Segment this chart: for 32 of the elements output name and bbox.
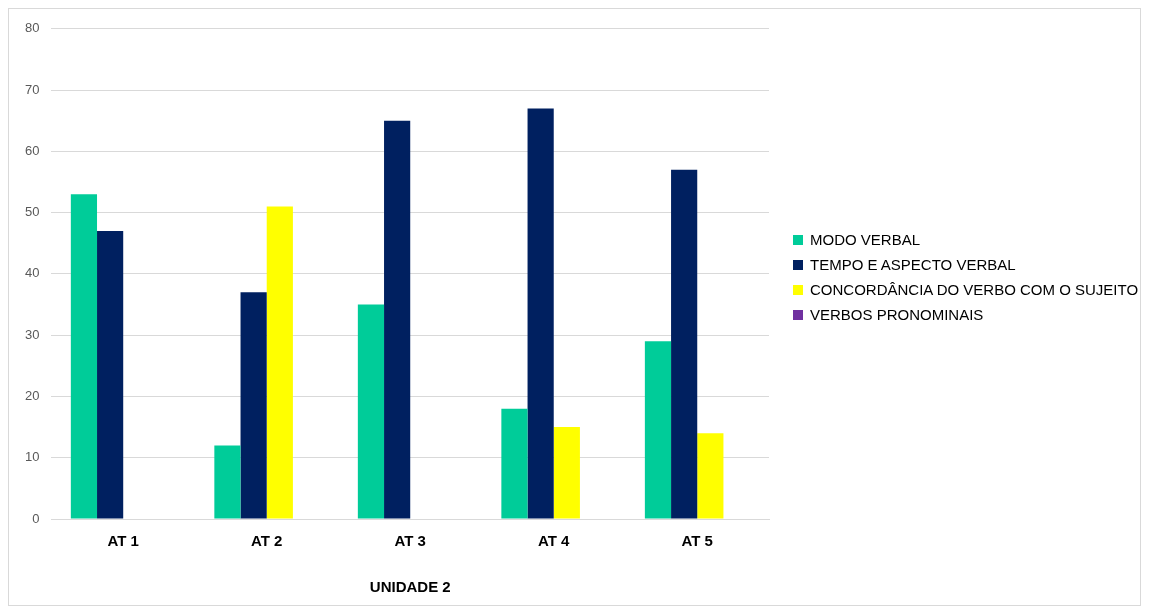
bar bbox=[384, 120, 411, 519]
bar bbox=[97, 231, 124, 519]
bar bbox=[644, 341, 672, 519]
bar bbox=[357, 304, 385, 519]
legend-label: CONCORDÂNCIA DO VERBO COM O SUJEITO bbox=[810, 281, 1139, 298]
x-axis-title: UNIDADE 2 bbox=[369, 578, 451, 596]
y-tick-label: 60 bbox=[24, 142, 40, 158]
bar bbox=[671, 169, 698, 519]
bar bbox=[214, 445, 241, 519]
bar bbox=[553, 427, 580, 519]
bar bbox=[240, 292, 267, 519]
y-tick-label: 0 bbox=[32, 510, 40, 526]
bar bbox=[501, 408, 528, 519]
legend-label: TEMPO E ASPECTO VERBAL bbox=[810, 256, 1016, 273]
y-tick-label: 10 bbox=[24, 449, 40, 465]
y-tick-label: 40 bbox=[24, 265, 40, 281]
bar bbox=[527, 108, 554, 519]
legend-label: MODO VERBAL bbox=[810, 231, 921, 248]
x-tick-label: AT 2 bbox=[251, 532, 283, 550]
legend-label: VERBOS PRONOMINAIS bbox=[810, 306, 984, 323]
bar bbox=[266, 206, 293, 519]
bar bbox=[697, 433, 724, 519]
bar bbox=[70, 194, 98, 519]
y-tick-label: 50 bbox=[24, 204, 40, 220]
x-tick-label: AT 4 bbox=[538, 532, 571, 550]
y-tick-label: 20 bbox=[24, 388, 40, 404]
x-tick-label: AT 1 bbox=[107, 532, 139, 550]
x-tick-label: AT 3 bbox=[394, 532, 426, 550]
y-tick-label: 30 bbox=[24, 326, 40, 342]
x-tick-label: AT 5 bbox=[681, 532, 713, 550]
y-tick-label: 70 bbox=[24, 81, 40, 97]
y-tick-label: 80 bbox=[24, 20, 40, 36]
